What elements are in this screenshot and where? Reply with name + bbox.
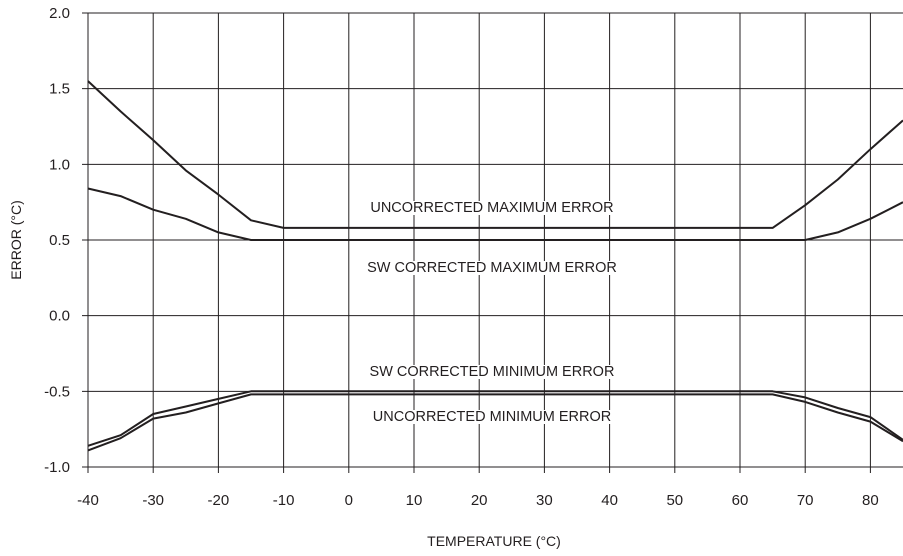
x-tick-label: 10 (406, 492, 423, 509)
y-axis-title: ERROR (°C) (8, 200, 24, 279)
y-tick-label: 1.0 (49, 156, 70, 173)
series-label-uncorrected-minimum: UNCORRECTED MINIMUM ERROR (373, 409, 611, 425)
y-tick-label: 1.5 (49, 81, 70, 98)
x-tick-label: 0 (345, 492, 353, 509)
series-label-background (367, 201, 617, 215)
x-tick-label: -40 (77, 492, 99, 509)
x-tick-label: 30 (536, 492, 553, 509)
y-tick-label: 0.5 (49, 232, 70, 249)
x-tick-label: 70 (797, 492, 814, 509)
series-label-background (364, 261, 620, 275)
x-tick-label: 60 (732, 492, 749, 509)
x-tick-label: -20 (208, 492, 230, 509)
x-tick-label: 50 (666, 492, 683, 509)
tick-labels: -40 -30 -20 -10 0 10 20 30 40 50 60 70 80 2.0 1.5 1.0 0.… (44, 5, 879, 509)
x-axis-title: TEMPERATURE (°C) (427, 533, 561, 549)
y-tick-label: 0.0 (49, 308, 70, 325)
x-tick-label: 80 (862, 492, 879, 509)
y-tick-label: 2.0 (49, 5, 70, 22)
series-line-uncorrected-minimum (87, 393, 903, 452)
x-tick-label: -10 (273, 492, 295, 509)
series-label-sw-corrected-maximum: SW CORRECTED MAXIMUM ERROR (367, 260, 617, 276)
y-tick-label: -1.0 (44, 459, 70, 476)
series-label-uncorrected-maximum: UNCORRECTED MAXIMUM ERROR (370, 200, 613, 216)
series-label-sw-corrected-minimum: SW CORRECTED MINIMUM ERROR (370, 364, 615, 380)
grid (82, 12, 903, 473)
x-tick-label: -30 (142, 492, 164, 509)
series-line-sw-corrected-minimum (87, 390, 903, 447)
y-tick-label: -0.5 (44, 383, 70, 400)
x-tick-label: 20 (471, 492, 488, 509)
series-line-uncorrected-maximum (87, 80, 903, 229)
series-line-sw-corrected-maximum (87, 187, 903, 241)
series-label-background (369, 410, 615, 424)
series-lines (87, 80, 903, 452)
x-tick-label: 40 (601, 492, 618, 509)
series-label-background (366, 365, 618, 379)
